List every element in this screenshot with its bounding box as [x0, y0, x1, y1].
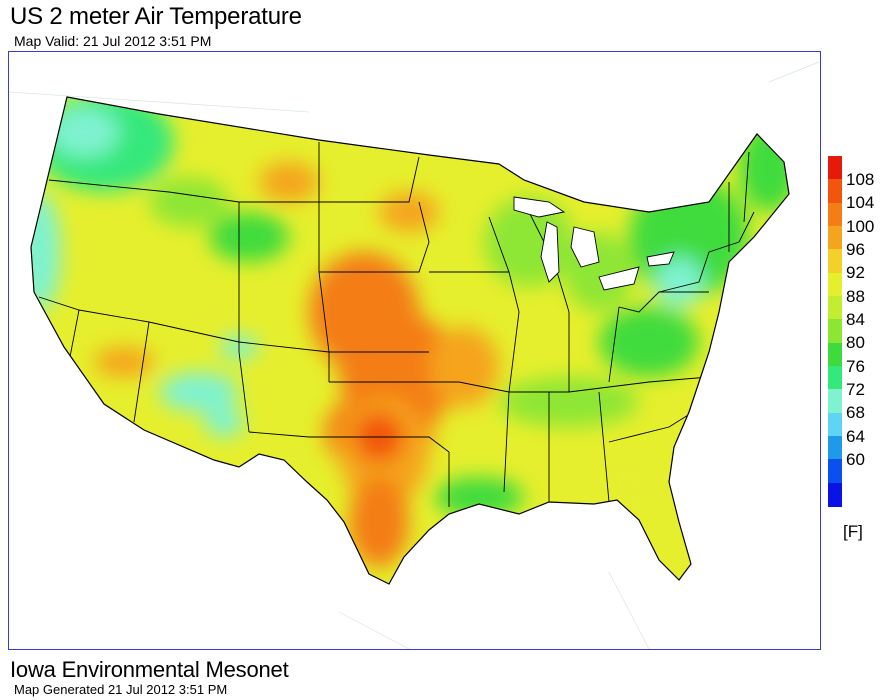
legend-swatch	[828, 156, 842, 180]
legend-tick-label: 92	[846, 263, 865, 283]
legend-swatch	[828, 342, 842, 367]
legend-swatch	[828, 366, 842, 390]
great-lakes	[513, 196, 675, 291]
neighbor-borders	[9, 61, 820, 649]
legend-tick-label: 84	[846, 309, 865, 329]
generated-time: Map Generated 21 Jul 2012 3:51 PM	[14, 682, 228, 697]
legend-tick-label: 100	[846, 216, 875, 236]
legend-tick-label: 96	[846, 239, 865, 259]
source-organization: Iowa Environmental Mesonet	[10, 657, 289, 682]
legend-unit: [F]	[843, 522, 863, 541]
legend-swatch	[828, 436, 842, 460]
legend-tick-label: 88	[846, 286, 865, 306]
legend-tick-label: 72	[846, 379, 865, 399]
legend-swatch	[828, 249, 842, 274]
temperature-field	[31, 97, 789, 584]
legend-tick-label: 64	[846, 426, 865, 446]
legend-swatch	[828, 412, 842, 437]
legend-swatch	[828, 459, 842, 484]
legend-swatch	[828, 389, 842, 414]
legend-swatch	[828, 296, 842, 320]
map-title: US 2 meter Air Temperature	[10, 3, 302, 30]
legend-tick-label: 76	[846, 356, 865, 376]
us-outline	[30, 96, 790, 585]
legend-swatch	[828, 226, 842, 250]
legend-swatch	[828, 272, 842, 297]
legend-tick-label: 68	[846, 403, 865, 423]
legend-swatch	[828, 202, 842, 227]
us-map-svg	[9, 61, 820, 649]
legend-swatch	[828, 319, 842, 344]
color-legend: 108 104 100 96 92 88 84 80 76 72 68 64 60	[828, 156, 888, 516]
temperature-map	[8, 51, 821, 650]
state-borders	[38, 142, 755, 507]
legend-tick-label: 108	[846, 169, 875, 189]
legend-tick-label: 104	[846, 193, 875, 213]
legend-swatch	[828, 482, 842, 507]
legend-swatch	[828, 179, 842, 204]
map-valid-time: Map Valid: 21 Jul 2012 3:51 PM	[14, 33, 212, 49]
legend-tick-label: 60	[846, 449, 865, 469]
legend-tick-label: 80	[846, 333, 865, 353]
